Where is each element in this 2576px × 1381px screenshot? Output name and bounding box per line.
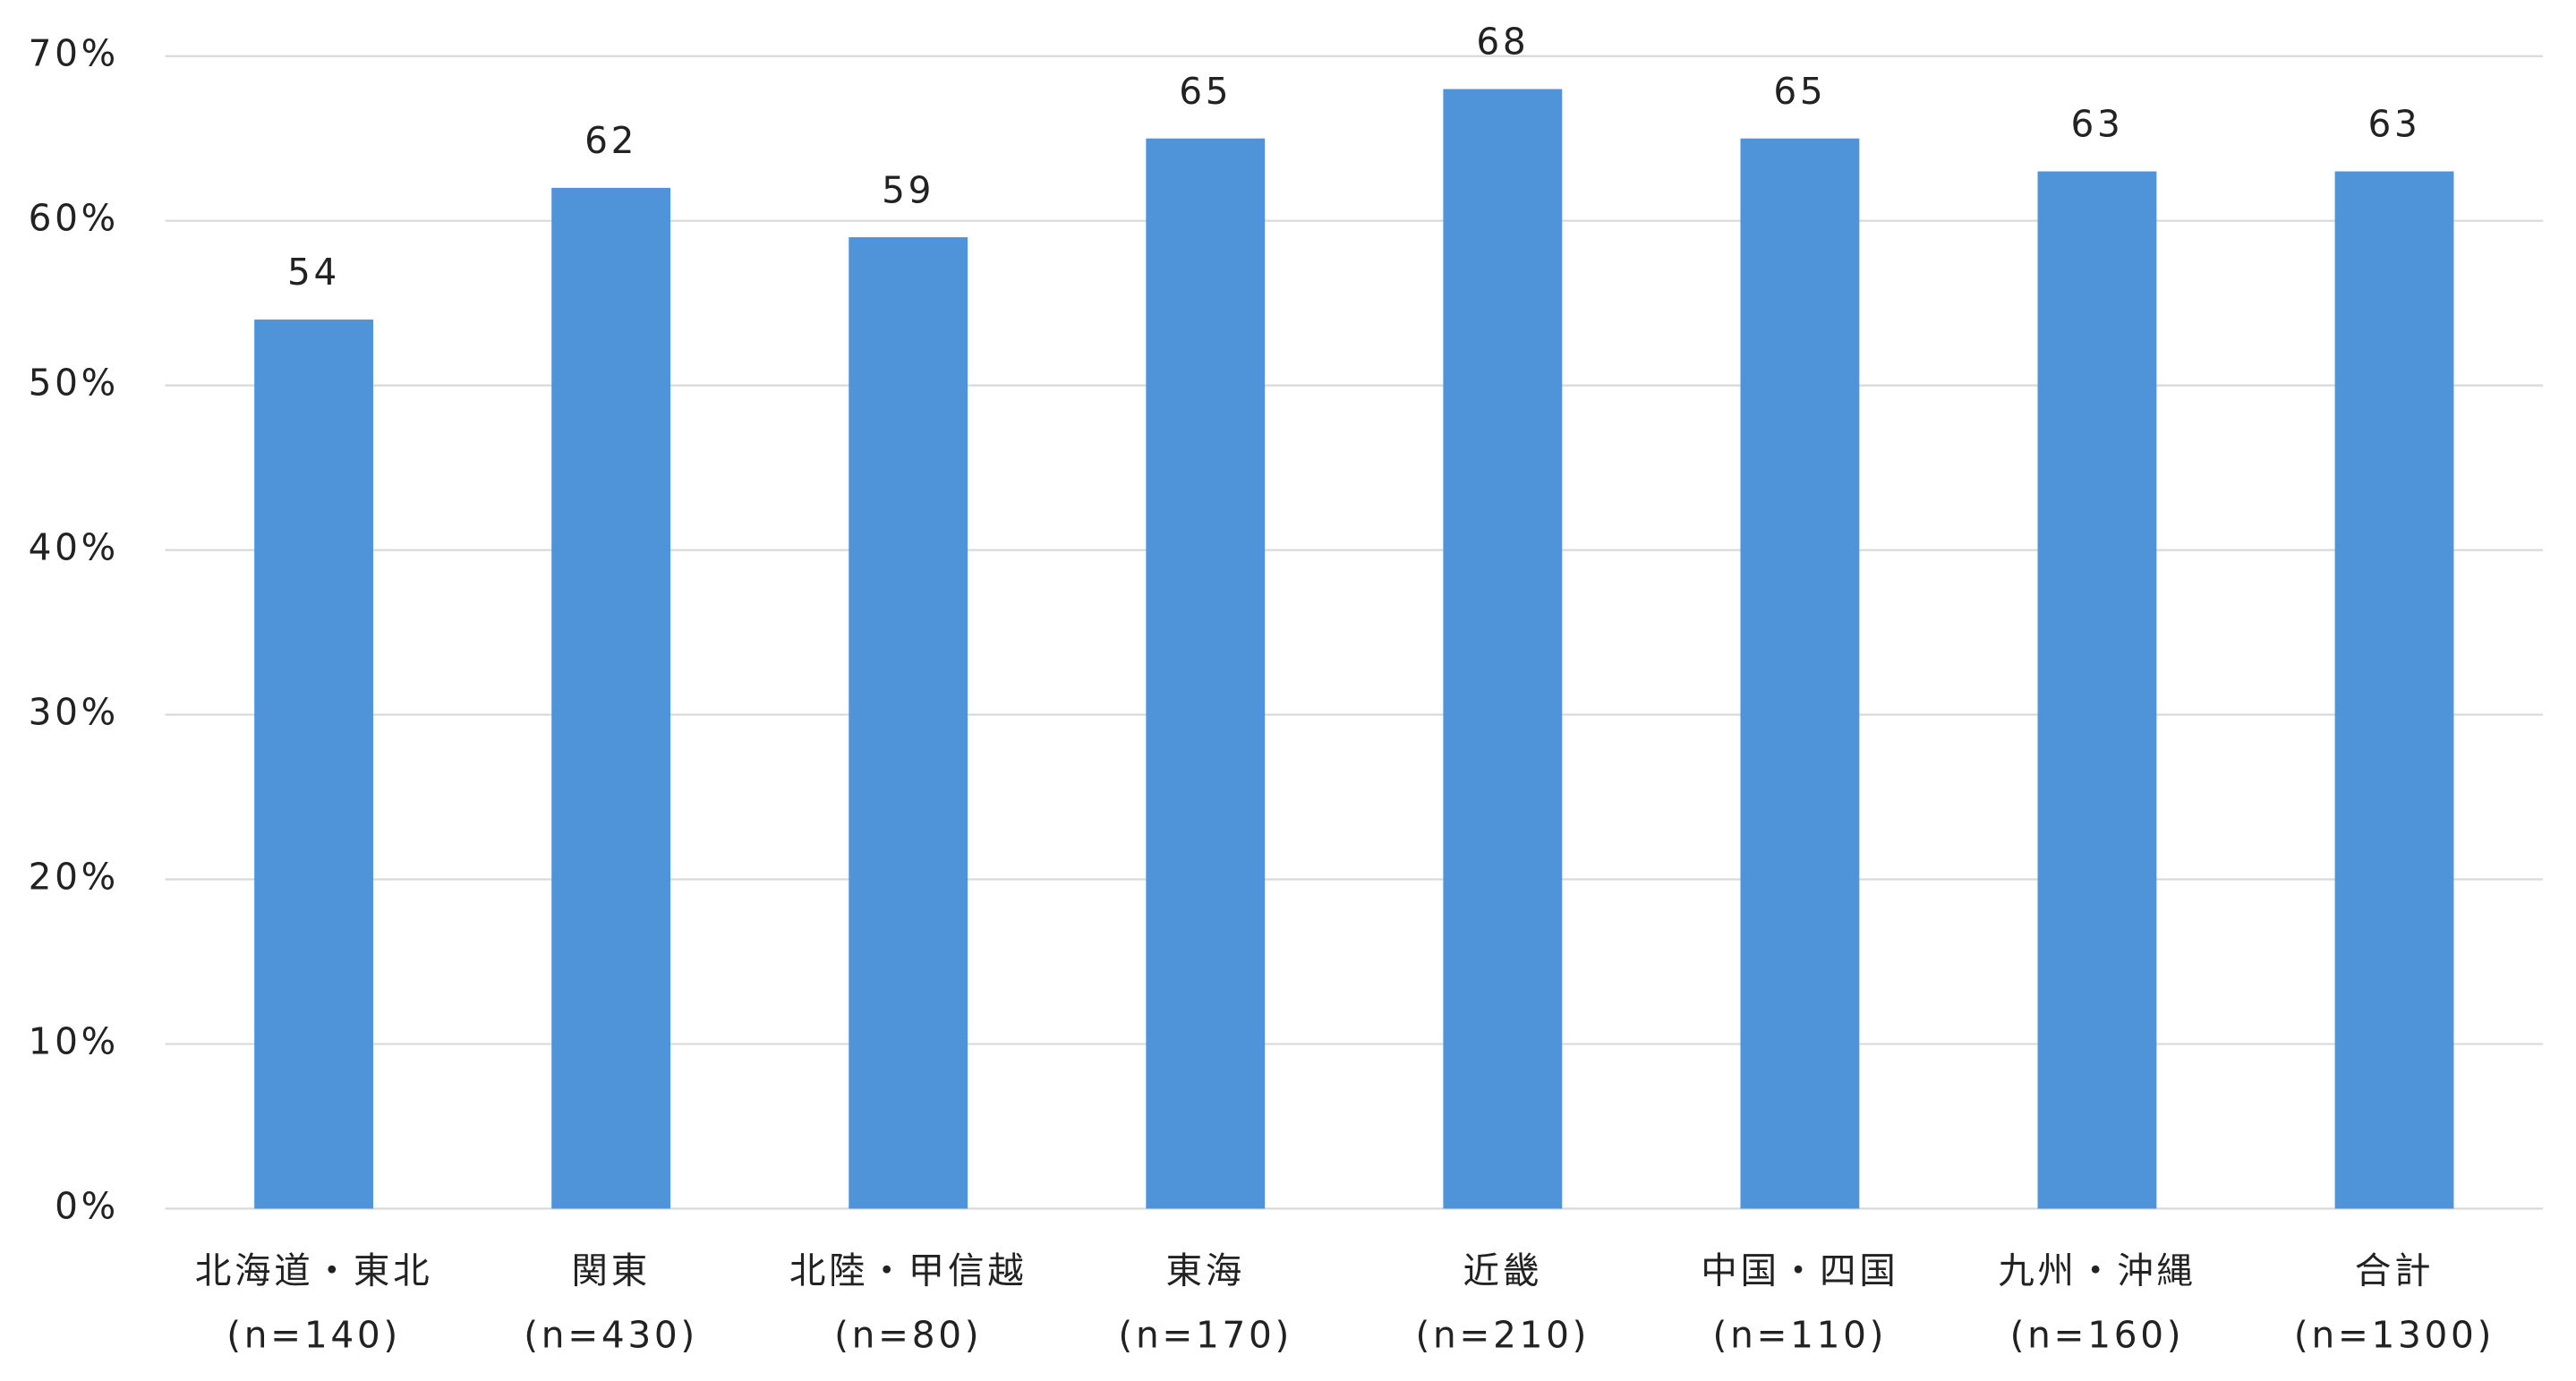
bar (2037, 171, 2157, 1209)
data-label: 68 (1476, 21, 1529, 64)
bar (551, 187, 671, 1209)
bar (1740, 138, 1860, 1209)
x-tick-label: 合計 (2355, 1249, 2435, 1291)
x-tick-label: (n=160) (2010, 1313, 2185, 1356)
y-tick-label: 60% (29, 197, 119, 240)
x-tick-label: 近畿 (1463, 1249, 1543, 1291)
x-tick-label: (n=170) (1118, 1313, 1292, 1356)
data-label: 62 (584, 119, 637, 162)
data-label: 59 (882, 168, 934, 211)
x-tick-label: (n=140) (226, 1313, 401, 1356)
x-tick-label: (n=430) (524, 1313, 698, 1356)
x-tick-label: (n=210) (1415, 1313, 1590, 1356)
x-tick-label: (n=1300) (2294, 1313, 2495, 1356)
x-tick-label: (n=110) (1713, 1313, 1888, 1356)
data-label: 63 (2368, 103, 2421, 146)
x-tick-label: (n=80) (834, 1313, 982, 1356)
x-tick-label: 中国・四国 (1701, 1249, 1898, 1291)
bar (849, 237, 968, 1209)
data-label: 63 (2070, 103, 2123, 146)
y-tick-label: 40% (29, 526, 119, 569)
data-label: 65 (1179, 70, 1232, 113)
x-tick-label: 関東 (571, 1249, 651, 1291)
y-tick-label: 0% (55, 1184, 119, 1227)
bar (254, 320, 373, 1209)
data-label: 65 (1773, 70, 1826, 113)
x-tick-label: 北海道・東北 (195, 1249, 433, 1291)
y-tick-label: 10% (29, 1019, 119, 1062)
bar (1443, 89, 1563, 1209)
y-tick-label: 50% (29, 362, 119, 405)
y-tick-label: 20% (29, 855, 119, 898)
bar (2334, 171, 2454, 1209)
data-label: 54 (287, 251, 340, 294)
x-tick-label: 九州・沖縄 (1998, 1249, 2196, 1291)
y-tick-label: 30% (29, 691, 119, 734)
x-tick-label: 北陸・甲信越 (789, 1249, 1028, 1291)
bar (1146, 138, 1266, 1209)
x-tick-label: 東海 (1165, 1249, 1245, 1291)
y-tick-label: 70% (29, 32, 119, 75)
